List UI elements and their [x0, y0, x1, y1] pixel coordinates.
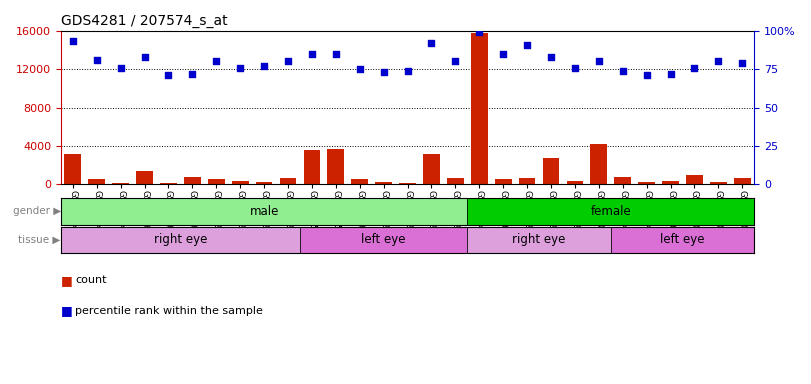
Bar	[423, 154, 440, 184]
Point	[616, 68, 629, 74]
Bar	[638, 182, 655, 184]
Bar	[495, 179, 512, 184]
Text: female: female	[590, 205, 631, 218]
Bar	[208, 179, 225, 184]
Bar	[61, 198, 467, 225]
Text: ■: ■	[61, 274, 72, 287]
Point	[496, 51, 509, 57]
Point	[544, 54, 557, 60]
Bar	[543, 158, 560, 184]
Bar	[112, 183, 129, 184]
Point	[186, 71, 199, 77]
Point	[210, 58, 223, 65]
Point	[712, 58, 725, 65]
Bar	[328, 149, 344, 184]
Bar	[136, 171, 153, 184]
Text: right eye: right eye	[154, 233, 207, 247]
Bar	[467, 227, 611, 253]
Bar	[734, 177, 751, 184]
Point	[569, 65, 581, 71]
Point	[162, 72, 175, 78]
Bar	[351, 179, 368, 184]
Bar	[686, 175, 703, 184]
Bar	[232, 182, 248, 184]
Point	[114, 65, 127, 71]
Point	[664, 71, 677, 77]
Point	[592, 58, 605, 65]
Bar	[375, 182, 392, 184]
Bar	[447, 177, 464, 184]
Point	[736, 60, 749, 66]
Text: left eye: left eye	[660, 233, 705, 247]
Point	[306, 51, 319, 57]
Bar	[710, 182, 727, 184]
Point	[138, 54, 151, 60]
Bar	[255, 182, 272, 184]
Point	[377, 69, 390, 75]
Bar	[567, 181, 583, 184]
Point	[258, 63, 271, 69]
Point	[67, 38, 79, 45]
Point	[329, 51, 342, 57]
Bar	[61, 227, 300, 253]
Point	[234, 65, 247, 71]
Bar	[88, 179, 105, 184]
Text: GDS4281 / 207574_s_at: GDS4281 / 207574_s_at	[61, 14, 227, 28]
Bar	[280, 177, 296, 184]
Text: left eye: left eye	[362, 233, 406, 247]
Bar	[399, 183, 416, 184]
Text: male: male	[249, 205, 279, 218]
Text: right eye: right eye	[513, 233, 566, 247]
Bar	[519, 177, 535, 184]
Point	[354, 66, 367, 72]
Point	[425, 40, 438, 46]
Point	[281, 58, 294, 65]
Text: count: count	[75, 275, 107, 285]
Text: percentile rank within the sample: percentile rank within the sample	[75, 306, 264, 316]
Text: gender ▶: gender ▶	[13, 206, 61, 216]
Bar	[303, 150, 320, 184]
Point	[448, 58, 461, 65]
Bar	[590, 144, 607, 184]
Text: tissue ▶: tissue ▶	[19, 235, 61, 245]
Point	[688, 65, 701, 71]
Bar	[615, 177, 631, 184]
Point	[401, 68, 414, 74]
Point	[640, 72, 653, 78]
Bar	[471, 33, 487, 184]
Point	[90, 57, 103, 63]
Bar	[184, 177, 200, 184]
Bar	[662, 182, 679, 184]
Bar	[467, 198, 754, 225]
Bar	[64, 154, 81, 184]
Point	[473, 29, 486, 35]
Point	[521, 41, 534, 48]
Bar	[611, 227, 754, 253]
Text: ■: ■	[61, 305, 72, 318]
Bar	[300, 227, 467, 253]
